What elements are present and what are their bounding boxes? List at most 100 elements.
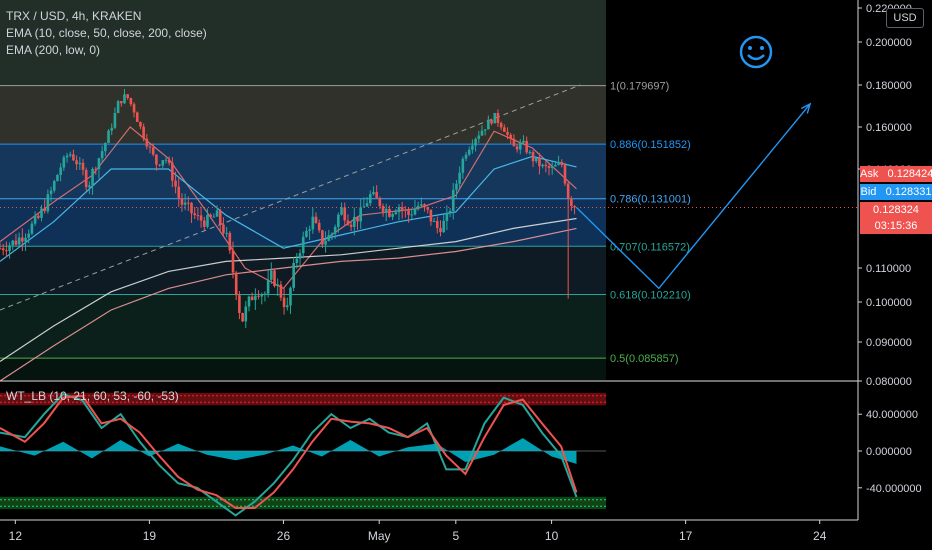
candle-body (218, 210, 222, 225)
candle-body (563, 165, 567, 184)
candle-body (17, 237, 21, 245)
candle-body (276, 284, 280, 287)
candle-body (209, 214, 212, 217)
candle-body (573, 206, 576, 208)
osc-tick-label: 0.000000 (866, 446, 912, 458)
candle-body (384, 208, 388, 212)
candle-body (40, 208, 43, 218)
candle-body (388, 208, 391, 217)
candle-body (423, 204, 426, 208)
smiley-icon (739, 35, 773, 69)
candle-body (503, 127, 506, 132)
fib-level-label: 1(0.179697) (610, 81, 669, 93)
fib-zone-bottom (0, 358, 606, 380)
projection-path (575, 103, 811, 290)
candle-body (333, 226, 337, 234)
candle-body (289, 287, 292, 306)
candle-body (566, 183, 570, 199)
candle-body (311, 216, 315, 230)
price-tick-label: 0.110000 (866, 263, 911, 275)
candle-body (432, 221, 436, 223)
candle-body (270, 270, 273, 280)
ema-line (0, 155, 577, 262)
time-tick-label: May (368, 529, 391, 543)
candle-body (397, 207, 401, 213)
candle-body (372, 192, 375, 195)
candle-body (250, 296, 254, 301)
candle-body (266, 279, 270, 294)
candle-body (180, 198, 184, 205)
candle-body (461, 158, 465, 173)
candle-body (400, 207, 404, 210)
candle-body (129, 98, 133, 105)
candle-body (273, 270, 276, 287)
candle-body (110, 127, 114, 131)
candle-body (467, 149, 471, 155)
candle-body (518, 142, 522, 150)
candle-body (522, 140, 525, 143)
candle-body (174, 180, 177, 187)
candle-body (164, 159, 168, 161)
currency-button[interactable]: USD (886, 8, 924, 28)
time-tick-label: 12 (9, 529, 23, 543)
candle-body (119, 101, 123, 104)
candle-body (247, 296, 251, 307)
candle-body (534, 158, 538, 162)
price-tick-label: 0.080000 (866, 376, 912, 388)
candle-body (292, 263, 295, 288)
symbol-title[interactable]: TRX / USD, 4h, KRAKEN (6, 9, 142, 23)
ema-low-indicator-legend[interactable]: EMA (200, low, 0) (6, 43, 101, 57)
price-tick-label: 0.090000 (866, 337, 912, 349)
candle-body (196, 215, 200, 217)
candle-body (487, 119, 490, 130)
candle-body (193, 213, 197, 216)
candle-body (413, 208, 417, 215)
fib-zone (0, 144, 606, 199)
candle-body (381, 206, 385, 212)
candle-body (206, 214, 209, 227)
candle-body (158, 164, 161, 166)
candle-body (148, 146, 152, 148)
candle-body (404, 209, 407, 211)
candle-body (550, 166, 554, 168)
candle-body (439, 228, 442, 233)
candle-body (285, 305, 289, 308)
fib-level-label: 0.618(0.102210) (610, 289, 691, 301)
projection-arrowhead (800, 102, 812, 114)
candle-body (340, 207, 343, 215)
candle-body (324, 240, 327, 245)
candle-body (225, 232, 228, 234)
candle-body (451, 189, 455, 211)
oscillator-pane (0, 380, 858, 517)
candle-body (27, 233, 31, 238)
candle-body (151, 147, 155, 155)
ema-line (0, 227, 577, 382)
candle-body (126, 94, 129, 99)
candle-body (493, 113, 497, 124)
price-tick-label: 0.100000 (866, 297, 912, 309)
candle-body (1, 248, 5, 251)
ema-indicator-legend[interactable]: EMA (10, close, 50, close, 200, close) (6, 26, 207, 40)
candle-body (145, 138, 149, 147)
candle-body (62, 157, 66, 168)
candle-body (279, 284, 283, 298)
wt-line (0, 392, 578, 517)
time-tick-label: 24 (813, 529, 827, 543)
candle-body (97, 158, 101, 169)
candle-body (244, 306, 248, 322)
candle-body (531, 152, 535, 162)
ema-line (0, 126, 577, 290)
candle-body (560, 161, 564, 166)
candle-body (30, 223, 34, 234)
candle-body (37, 215, 40, 218)
wt-indicator-legend[interactable]: WT_LB (10, 21, 60, 53, -60, -53) (6, 389, 179, 403)
candle-body (68, 154, 72, 156)
price-tick-label: 0.160000 (866, 122, 912, 134)
candle-body (480, 130, 484, 136)
candle-body (337, 214, 340, 227)
osc-tick-label: 40.000000 (866, 409, 918, 421)
candle-body (343, 207, 347, 221)
wt-line (0, 394, 578, 509)
candle-body (544, 164, 548, 167)
